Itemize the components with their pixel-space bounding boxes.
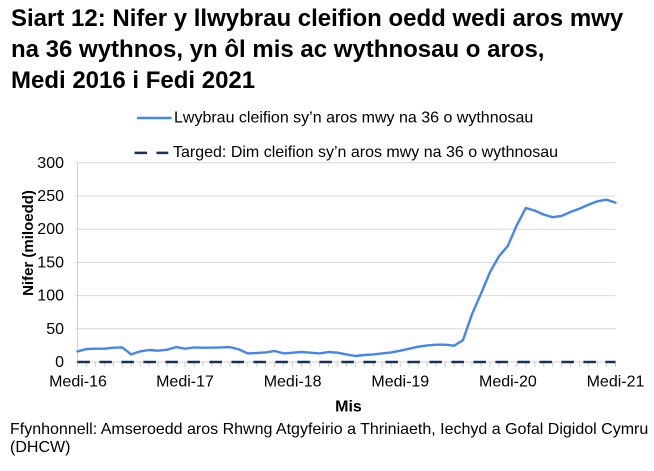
svg-text:Targed: Dim cleifion sy’n aros: Targed: Dim cleifion sy’n aros mwy na 36… <box>173 144 558 161</box>
svg-text:Medi-16: Medi-16 <box>49 374 107 391</box>
svg-text:Medi-17: Medi-17 <box>156 374 214 391</box>
svg-text:Lwybrau cleifion sy’n aros mwy: Lwybrau cleifion sy’n aros mwy na 36 o w… <box>174 110 533 127</box>
svg-text:300: 300 <box>37 155 64 172</box>
svg-text:50: 50 <box>46 321 64 338</box>
svg-text:200: 200 <box>37 221 64 238</box>
svg-text:150: 150 <box>37 254 64 271</box>
svg-text:Medi-19: Medi-19 <box>371 374 429 391</box>
svg-text:Nifer (miloedd): Nifer (miloedd) <box>20 190 37 296</box>
svg-text:250: 250 <box>37 188 64 205</box>
svg-text:100: 100 <box>37 288 64 305</box>
svg-text:Mis: Mis <box>335 399 362 416</box>
svg-text:0: 0 <box>55 354 64 371</box>
svg-text:Medi-18: Medi-18 <box>264 374 322 391</box>
svg-text:Medi-21: Medi-21 <box>587 374 645 391</box>
svg-text:Medi-20: Medi-20 <box>479 374 537 391</box>
